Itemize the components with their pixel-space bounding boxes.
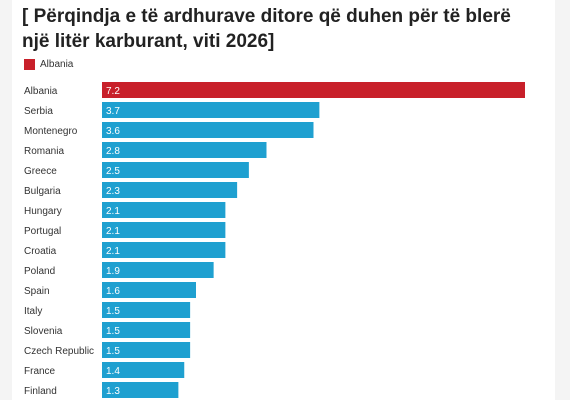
value-label-romania: 2.8 xyxy=(106,146,120,157)
bar-poland xyxy=(102,262,214,278)
category-label-czech-republic: Czech Republic xyxy=(24,346,94,357)
bar-spain xyxy=(102,282,196,298)
bar-hungary xyxy=(102,202,226,218)
left-border xyxy=(0,0,12,400)
category-label-finland: Finland xyxy=(24,386,57,397)
value-label-greece: 2.5 xyxy=(106,166,120,177)
legend-label: Albania xyxy=(40,59,74,70)
value-label-finland: 1.3 xyxy=(106,386,120,397)
bar-portugal xyxy=(102,222,226,238)
category-label-hungary: Hungary xyxy=(24,206,62,217)
bar-montenegro xyxy=(102,122,314,138)
value-label-france: 1.4 xyxy=(106,366,120,377)
value-label-montenegro: 3.6 xyxy=(106,126,120,137)
value-label-hungary: 2.1 xyxy=(106,206,120,217)
bars-group: Albania 7.2 Serbia 3.7 Montenegro 3.6 Romania 2… xyxy=(24,82,525,398)
bar-romania xyxy=(102,142,267,158)
category-label-bulgaria: Bulgaria xyxy=(24,186,61,197)
bar-france xyxy=(102,362,185,378)
category-label-poland: Poland xyxy=(24,266,55,277)
bar-italy xyxy=(102,302,191,318)
value-label-serbia: 3.7 xyxy=(106,106,120,117)
bar-czech-republic xyxy=(102,342,191,358)
category-label-italy: Italy xyxy=(24,306,42,317)
value-label-italy: 1.5 xyxy=(106,306,120,317)
bar-albania xyxy=(102,82,525,98)
category-label-slovenia: Slovenia xyxy=(24,326,63,337)
bar-finland xyxy=(102,382,179,398)
legend: Albania xyxy=(24,59,73,70)
value-label-bulgaria: 2.3 xyxy=(106,186,120,197)
value-label-portugal: 2.1 xyxy=(106,226,120,237)
category-label-portugal: Portugal xyxy=(24,226,61,237)
bar-slovenia xyxy=(102,322,191,338)
value-label-croatia: 2.1 xyxy=(106,246,120,257)
category-label-france: France xyxy=(24,366,56,377)
value-label-spain: 1.6 xyxy=(106,286,120,297)
category-label-montenegro: Montenegro xyxy=(24,126,78,137)
bar-croatia xyxy=(102,242,226,258)
category-label-serbia: Serbia xyxy=(24,106,53,117)
value-label-czech-republic: 1.5 xyxy=(106,346,120,357)
legend-swatch xyxy=(24,59,35,70)
value-label-albania: 7.2 xyxy=(106,86,120,97)
value-label-slovenia: 1.5 xyxy=(106,326,120,337)
bar-greece xyxy=(102,162,249,178)
bar-bulgaria xyxy=(102,182,238,198)
bar-serbia xyxy=(102,102,320,118)
category-label-albania: Albania xyxy=(24,86,58,97)
right-border xyxy=(555,0,570,400)
category-label-greece: Greece xyxy=(24,166,57,177)
value-label-poland: 1.9 xyxy=(106,266,120,277)
category-label-spain: Spain xyxy=(24,286,50,297)
category-label-croatia: Croatia xyxy=(24,246,57,257)
chart-title: [ Përqindja e të ardhurave ditore që duh… xyxy=(22,6,511,52)
category-label-romania: Romania xyxy=(24,146,64,157)
